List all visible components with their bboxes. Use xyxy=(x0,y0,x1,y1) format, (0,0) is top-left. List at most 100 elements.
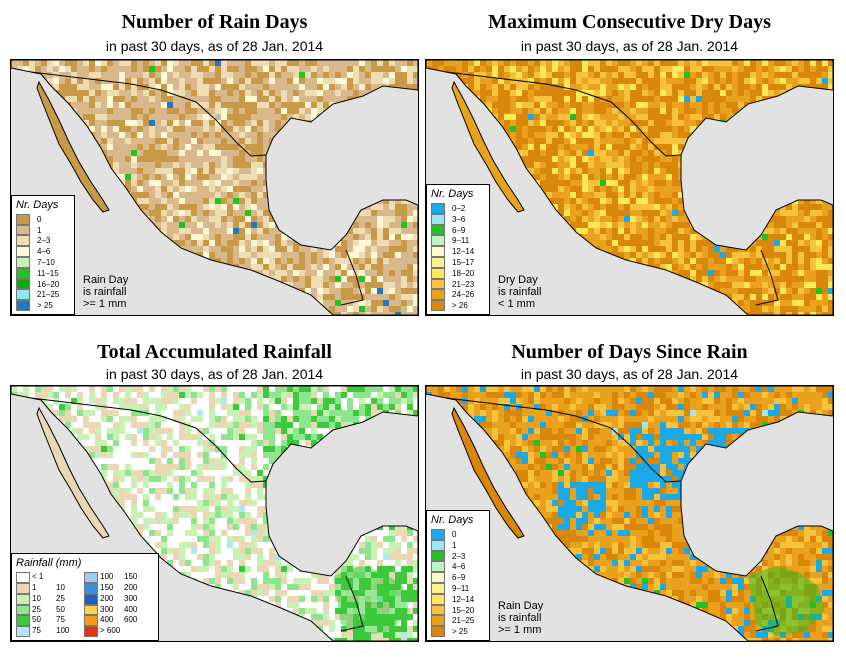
coastline xyxy=(426,386,833,641)
legend-label: 2–3 xyxy=(37,236,51,246)
legend-label: 25 xyxy=(56,593,65,603)
legend-swatch xyxy=(16,583,30,594)
legend-swatch xyxy=(431,604,445,616)
baja-peninsula xyxy=(452,408,524,538)
legend-swatch xyxy=(16,235,30,247)
legend-label: > 25 xyxy=(452,627,468,637)
panel-1-title: Number of Rain Days xyxy=(121,11,308,33)
us-border xyxy=(30,71,267,157)
panel-4-title: Number of Days Since Rain xyxy=(511,341,748,363)
legend-grid: < 1 100 150 1 10 150 200 10 25 200 300 25 50 300 400 50… xyxy=(16,572,158,637)
legend-item: 15–17 xyxy=(427,257,489,268)
legend-label: 10 xyxy=(56,583,65,593)
legend-swatch xyxy=(16,626,30,637)
note-line: is rainfall xyxy=(83,286,127,298)
yucatan-region xyxy=(333,566,409,636)
panel-1-subtitle: in past 30 days, as of 28 Jan. 2014 xyxy=(105,38,324,54)
legend-swatch xyxy=(16,615,30,627)
legend-swatch xyxy=(16,572,30,584)
legend-item: 9–11 xyxy=(427,235,489,247)
legend-item: 0 xyxy=(12,213,74,225)
legend: Nr. Days 0 1 2–3 4–6 6–9 9–11 12–14 15–20 21–25 > … xyxy=(426,510,490,641)
baja-peninsula xyxy=(37,408,109,538)
us-border xyxy=(445,71,682,157)
baja-coastline xyxy=(36,80,110,213)
legend-item: > 25 xyxy=(12,300,74,311)
legend-label: 50 xyxy=(56,604,65,614)
legend-item: 6–9 xyxy=(427,224,489,236)
legend-swatch xyxy=(431,213,445,225)
legend-item: 18–20 xyxy=(427,267,489,279)
legend-note: Rain Day is rainfall >= 1 mm xyxy=(83,274,128,310)
legend-swatch xyxy=(84,593,98,605)
legend-label: 300 xyxy=(100,604,114,614)
legend-item: 16–20 xyxy=(12,278,74,290)
guatemala-border xyxy=(755,249,779,306)
legend-item: 12–14 xyxy=(427,593,489,605)
rainfall-map: Rainfall (mm) < 1 100 150 1 10 150 200 10 25 200 30… xyxy=(10,385,419,642)
legend-item: 21–25 xyxy=(12,289,74,301)
legend-swatch xyxy=(16,246,30,258)
legend-item: 2–3 xyxy=(12,235,74,247)
baja-coastline xyxy=(36,406,110,539)
legend-swatch xyxy=(431,246,445,258)
legend-swatch xyxy=(16,300,30,311)
coastline xyxy=(11,386,418,641)
legend-note: Rain Day is rainfall >= 1 mm xyxy=(498,600,543,636)
panel-4-subtitle: in past 30 days, as of 28 Jan. 2014 xyxy=(520,366,739,382)
legend-label: 300 xyxy=(124,593,138,603)
legend-label: 1 xyxy=(32,583,37,593)
rain-days-map: Nr. Days 0 1 2–3 4–6 7–10 11–15 16–20 21–25 > 25 R… xyxy=(10,59,419,316)
legend-label: 3–6 xyxy=(452,214,466,224)
legend-item: 0 xyxy=(427,529,489,540)
legend-item: > 25 xyxy=(427,626,489,637)
legend-item: 4–6 xyxy=(12,246,74,258)
legend-item: 21–23 xyxy=(427,278,489,290)
note-line: < 1 mm xyxy=(498,298,535,310)
legend-label: 15–17 xyxy=(452,257,475,267)
legend-label: 21–23 xyxy=(452,279,475,289)
note-line: >= 1 mm xyxy=(83,298,127,310)
legend-label: 1 xyxy=(452,540,457,550)
legend-item: 0–2 xyxy=(427,203,489,214)
legend-label: 21–25 xyxy=(37,290,60,300)
legend-swatch xyxy=(431,235,445,247)
legend-swatch xyxy=(431,529,445,540)
legend-label: < 1 xyxy=(32,572,44,582)
legend: Nr. Days 0–2 3–6 6–9 9–11 12–14 15–17 18–20 21–2… xyxy=(426,184,490,315)
legend: Nr. Days 0 1 2–3 4–6 7–10 11–15 16–20 21–25 > 25 xyxy=(11,194,75,315)
legend-label: 25 xyxy=(32,604,41,614)
legend-label: 0 xyxy=(37,214,42,224)
legend-label: 0 xyxy=(452,529,457,539)
legend-swatch xyxy=(431,224,445,236)
legend-swatch xyxy=(431,539,445,551)
legend-swatch xyxy=(431,561,445,573)
note-line: Dry Day xyxy=(498,274,538,286)
legend-title: Nr. Days xyxy=(431,188,474,201)
dry-days-map: Nr. Days 0–2 3–6 6–9 9–11 12–14 15–17 18–20 21–2… xyxy=(425,59,834,316)
legend-label: 6–9 xyxy=(452,573,466,583)
legend-title: Nr. Days xyxy=(431,514,474,527)
legend-label: 75 xyxy=(56,615,65,625)
legend-item: > 26 xyxy=(427,300,489,311)
legend-swatch xyxy=(16,224,30,236)
legend-swatch xyxy=(431,572,445,584)
legend: Rainfall (mm) < 1 100 150 1 10 150 200 10 25 200 30… xyxy=(11,553,159,641)
legend-swatch xyxy=(84,615,98,627)
baja-peninsula xyxy=(452,82,524,212)
legend-label: 9–11 xyxy=(452,583,470,593)
legend-swatch xyxy=(431,300,445,311)
legend-swatch xyxy=(84,583,98,594)
legend-label: 600 xyxy=(124,615,138,625)
baja-coastline xyxy=(451,406,525,539)
legend-label: 1 xyxy=(37,225,42,235)
baja-peninsula xyxy=(37,82,109,212)
legend-label: 7–10 xyxy=(37,257,55,267)
land-area xyxy=(426,60,833,315)
guatemala-border xyxy=(340,575,364,632)
legend-swatch xyxy=(84,626,98,637)
legend-label: 200 xyxy=(124,583,138,593)
legend-item: 15–20 xyxy=(427,604,489,616)
legend-label: 150 xyxy=(124,572,138,582)
legend-swatch xyxy=(431,203,445,214)
